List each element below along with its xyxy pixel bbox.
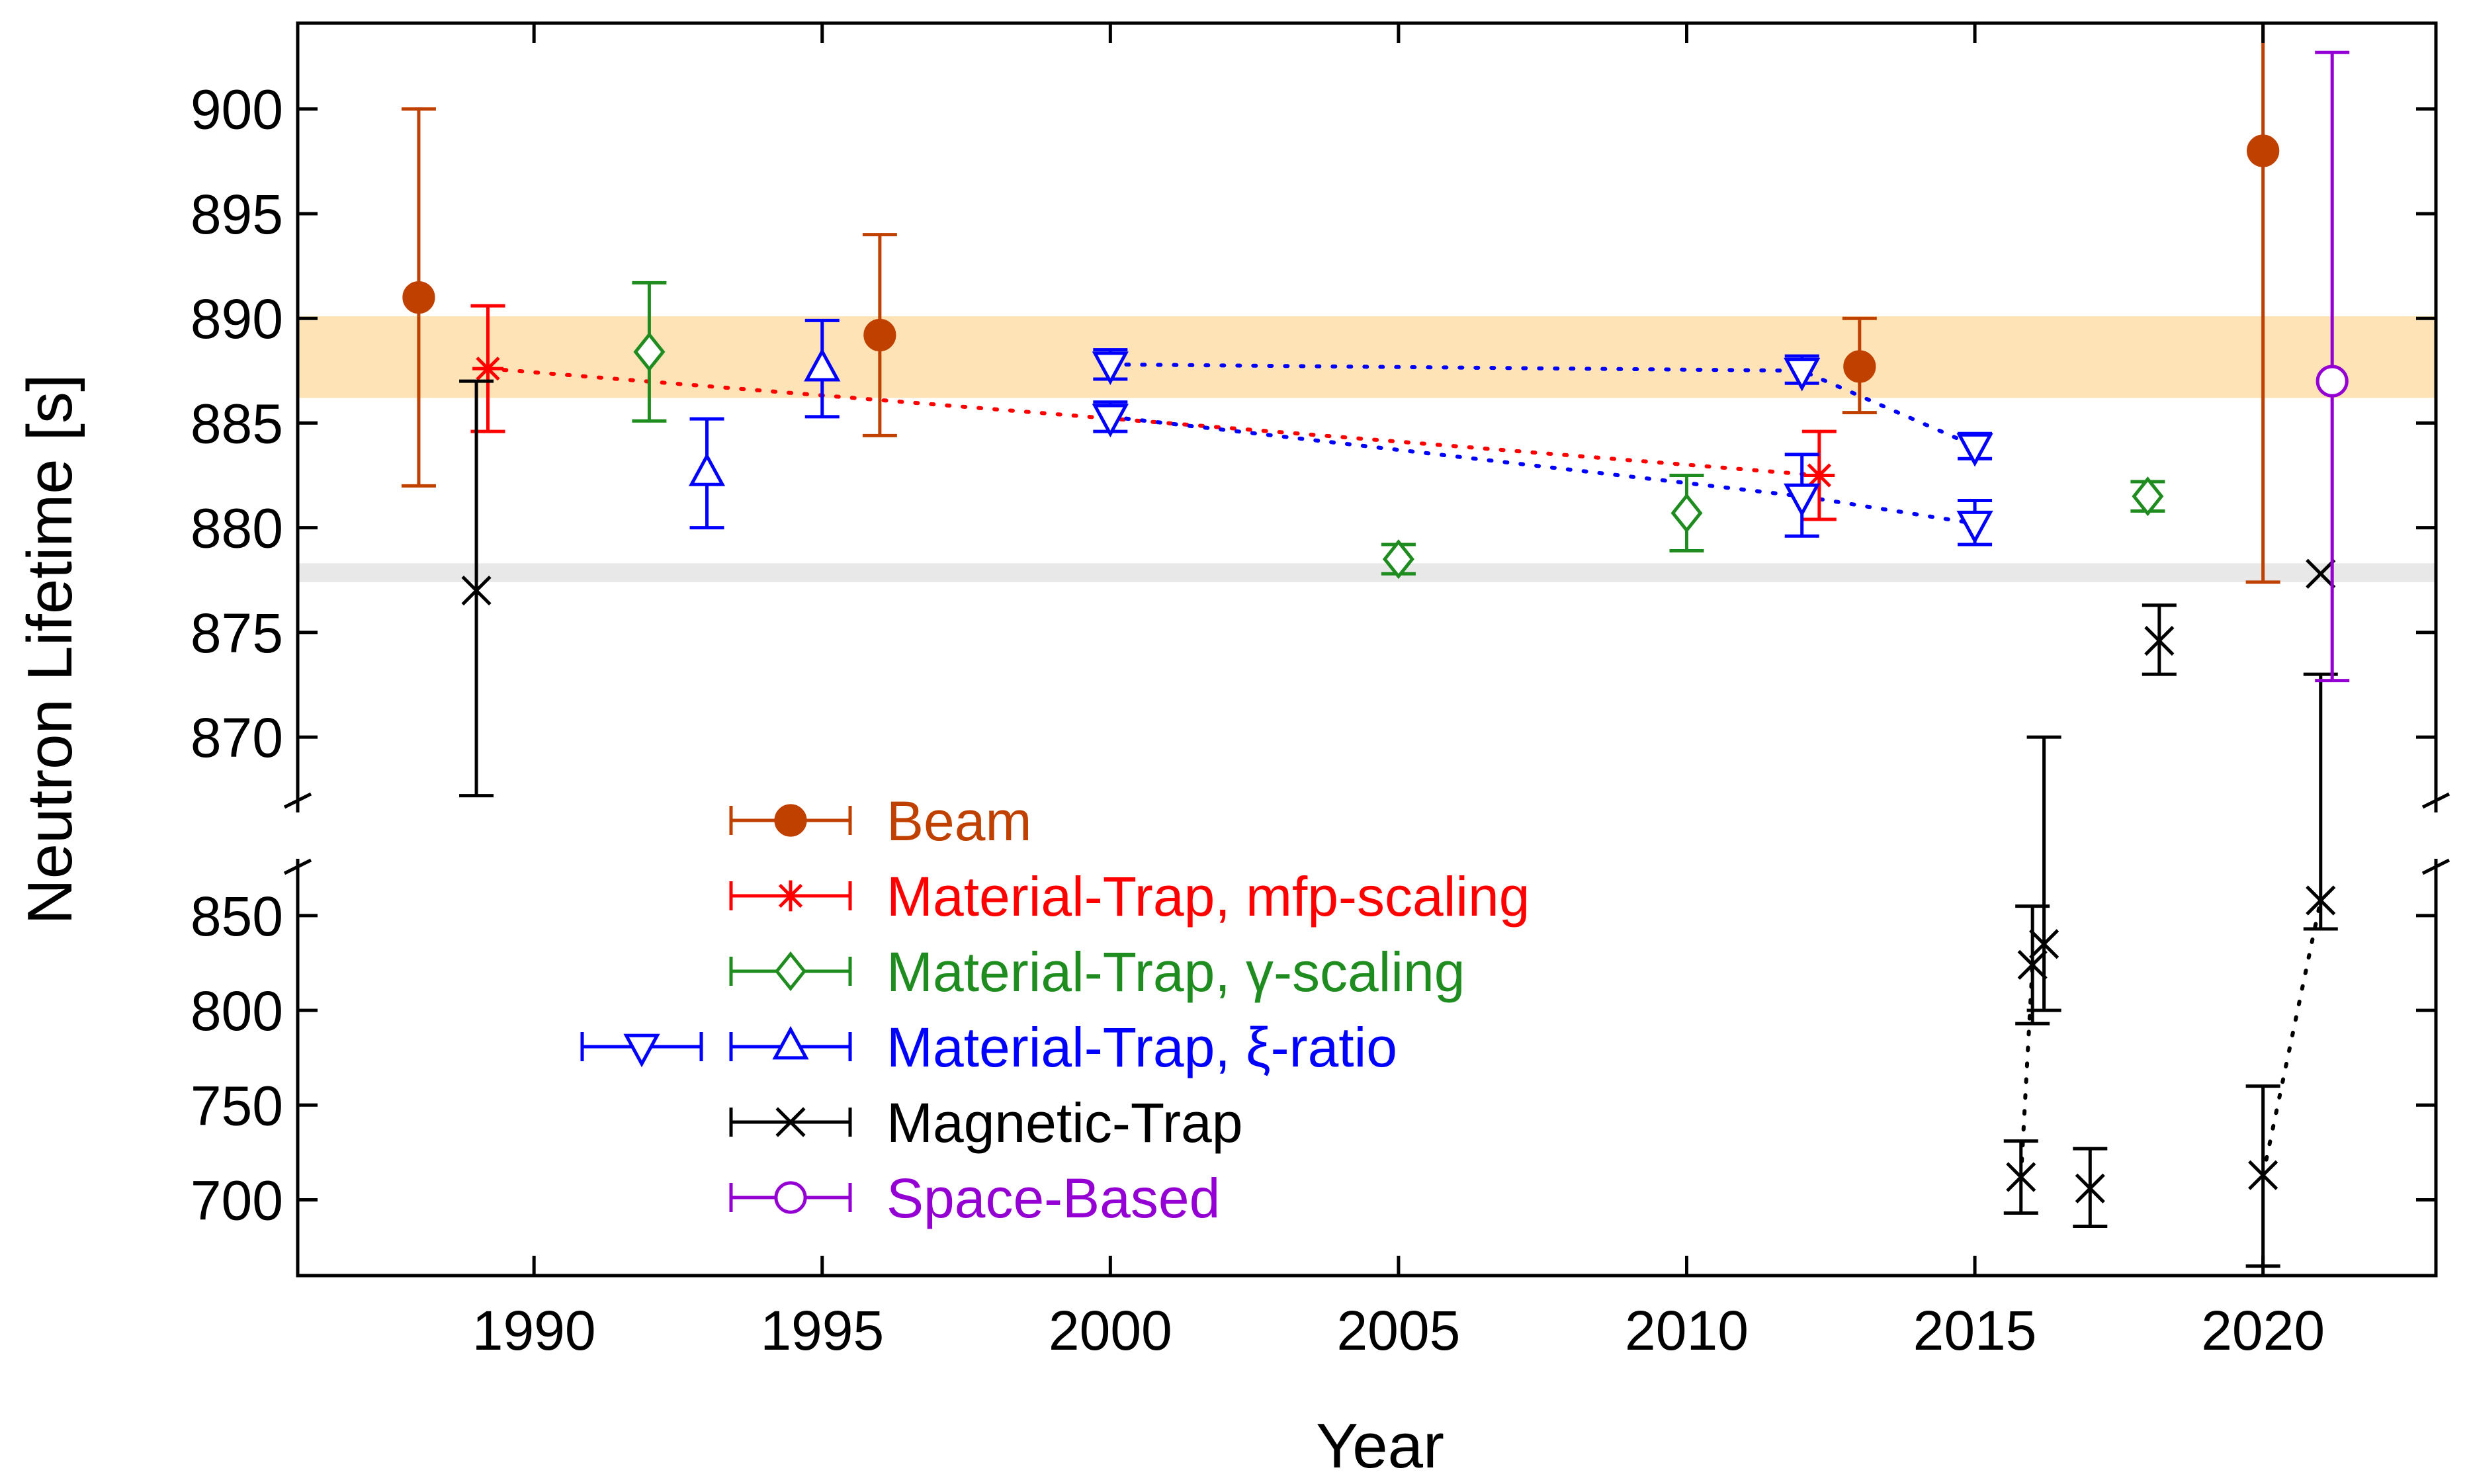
star-marker [472,353,503,384]
lower-frame [296,859,2438,1278]
series-material-trap-ratio-down-second- [1092,400,1993,546]
filled-circle-marker [402,281,435,314]
x-marker [2248,1160,2278,1190]
x-axis-label: Year [1316,1411,1444,1481]
y-tick-label: 880 [191,498,283,560]
star-marker [775,880,806,912]
legend-entry: Material-Trap, ξ-ratio [580,1016,1397,1078]
series-connector [486,367,1821,478]
triangle-down-marker [1092,404,1129,438]
x-tick-label: 2000 [1049,1299,1172,1362]
series-connector [1108,414,1977,526]
axis-break-mark [2421,792,2450,809]
axis-break-mark [2421,858,2450,875]
triangle-down-marker [1956,510,1993,545]
x-marker [775,1107,806,1137]
triangle-down-marker [1784,357,1821,392]
series-material-trap-ratio [688,318,841,530]
x-marker [2306,885,2336,916]
y-tick-label: 885 [191,392,283,455]
x-marker [2029,929,2059,959]
filled-circle-marker [1843,350,1876,383]
open-circle-marker [2316,365,2349,398]
x-tick-label: 1990 [472,1299,596,1362]
y-tick-label: 850 [191,885,283,947]
y-tick-label: 900 [191,79,283,141]
series-material-trap-ratio-down- [1092,348,1993,467]
y-tick-label: 800 [191,980,283,1042]
legend-layer: Beam Material-Trap, mfp-scaling Material-T… [580,790,1530,1229]
y-tick-label: 890 [191,288,283,350]
ticks-layer: 870 875 880 885 890 895 900 700 750 800 850 1990 199… [191,23,2436,1362]
legend-entry: Material-Trap, mfp-scaling [729,865,1530,928]
series-magnetic-trap [459,379,2338,1268]
diamond-marker [774,951,807,992]
x-marker [2144,625,2175,656]
series-material-trap-scaling [632,281,2165,580]
beam-average-band [298,316,2436,398]
magnetic-trap-connector [2018,963,2035,1180]
series-space-based [2315,50,2350,683]
trap-average-band [298,563,2436,582]
triangle-down-marker [623,1033,660,1068]
legend-entry: Magnetic-Trap [729,1092,1242,1154]
bands-layer [298,316,2436,582]
legend-label: Space-Based [887,1167,1220,1229]
series-beam [401,21,2280,584]
filled-circle-marker [863,318,896,352]
upper-frame [296,21,2438,812]
x-marker [2017,949,2048,980]
axis-break-mark [283,858,312,875]
x-tick-label: 1995 [760,1299,884,1362]
filled-circle-marker [774,804,807,837]
triangle-up-marker [772,1026,809,1060]
x-marker [2075,1173,2105,1203]
y-axis-label: Neutron Lifetime [s] [15,374,85,924]
legend-label: Material-Trap, ξ-ratio [887,1016,1397,1078]
y-tick-label: 895 [191,183,283,245]
legend-label: Material-Trap, γ-scaling [887,941,1465,1003]
y-tick-label: 700 [191,1169,283,1231]
connectors-layer [486,362,2323,1180]
x-tick-label: 2010 [1625,1299,1749,1362]
diamond-marker [1382,539,1414,580]
x-tick-label: 2005 [1336,1299,1460,1362]
x-marker [2006,1162,2036,1192]
legend-entry: Beam [729,790,1031,852]
y-tick-label: 875 [191,602,283,664]
triangle-up-marker [688,453,726,486]
legend-label: Magnetic-Trap [887,1092,1242,1154]
y-tick-label: 750 [191,1074,283,1137]
magnetic-trap-connector [2261,898,2323,1178]
x-tick-label: 2015 [1913,1299,2037,1362]
open-circle-marker [774,1181,807,1214]
axis-break-mark [283,792,312,809]
triangle-up-marker [804,347,841,382]
y-tick-label: 870 [191,707,283,769]
legend-entry: Material-Trap, γ-scaling [729,941,1465,1003]
triangle-down-marker [1956,433,1993,467]
x-marker [461,576,492,606]
star-marker [1803,460,1835,491]
legend-entry: Space-Based [729,1167,1220,1229]
filled-circle-marker [2247,134,2280,167]
x-marker [2306,558,2336,589]
series-material-trap-mfp-scaling [470,304,1837,521]
legend-label: Material-Trap, mfp-scaling [887,865,1530,928]
marks-layer [401,21,2350,1268]
plot-frame [283,21,2450,1278]
legend-label: Beam [887,790,1031,852]
diamond-marker [1670,493,1703,533]
triangle-down-marker [1092,351,1129,386]
triangle-down-marker [1784,483,1821,517]
x-tick-label: 2020 [2201,1299,2325,1362]
diamond-marker [633,331,666,372]
diamond-marker [2132,476,2164,517]
